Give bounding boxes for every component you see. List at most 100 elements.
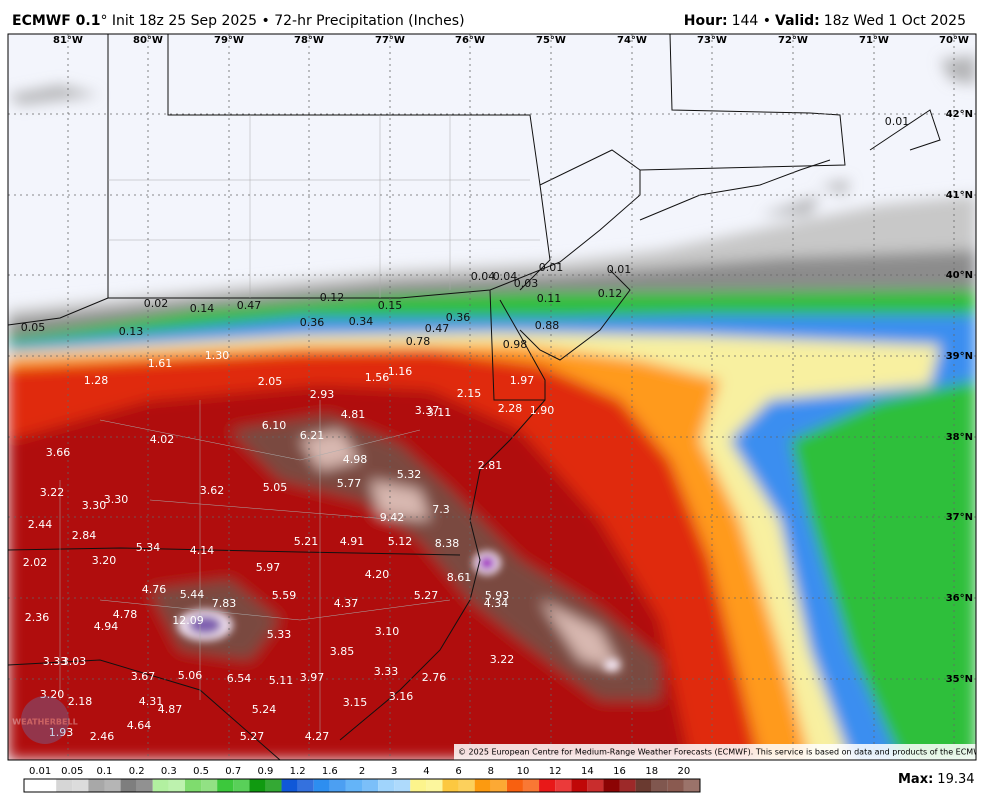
colorbar-label: 4 [423, 766, 429, 777]
map-frame [7, 33, 977, 761]
precip-label: 0.01 [607, 263, 632, 276]
colorbar-swatch [104, 779, 121, 792]
precip-label: 2.93 [310, 388, 335, 401]
precip-label: 4.64 [127, 719, 152, 732]
colorbar-swatch [587, 779, 604, 792]
max-label: Max: [898, 772, 933, 787]
colorbar-swatch [217, 779, 234, 792]
precip-label: 5.21 [294, 535, 319, 548]
precip-label: 4.87 [158, 703, 183, 716]
precip-label: 0.88 [535, 319, 560, 332]
colorbar-swatch [201, 779, 218, 792]
lon-label: 78°W [294, 35, 324, 46]
colorbar-label: 0.5 [193, 766, 209, 777]
precip-label: 0.01 [885, 115, 910, 128]
precip-label: 2.44 [28, 518, 53, 531]
valid-time: Hour: 144 • Valid: 18z Wed 1 Oct 2025 [684, 13, 966, 29]
precip-label: 5.32 [397, 468, 422, 481]
precip-label: 3.66 [46, 446, 71, 459]
lat-label: 40°N [946, 270, 973, 281]
valid-value: 18z Wed 1 Oct 2025 [824, 13, 966, 29]
precip-label: 4.81 [341, 408, 366, 421]
precip-label: 8.38 [435, 537, 460, 550]
colorbar-label: 10 [517, 766, 530, 777]
precip-label: 0.04 [493, 270, 518, 283]
colorbar-swatch [136, 779, 153, 792]
precip-label: 3.15 [343, 696, 368, 709]
precip-label: 3.20 [92, 554, 117, 567]
colorbar-label: 0.3 [161, 766, 177, 777]
lon-label: 77°W [375, 35, 405, 46]
colorbar-swatch [683, 779, 700, 792]
precip-label: 5.11 [269, 674, 294, 687]
precip-label: 2.46 [90, 730, 115, 743]
colorbar-swatch [345, 779, 362, 792]
colorbar-label: 0.01 [29, 766, 51, 777]
precip-label: 3.10 [375, 625, 400, 638]
lon-label: 81°W [53, 35, 83, 46]
precip-label: 5.27 [414, 589, 439, 602]
colorbar-swatch [619, 779, 636, 792]
lon-label: 75°W [536, 35, 566, 46]
precip-label: 0.47 [425, 322, 450, 335]
colorbar-swatch [88, 779, 105, 792]
precip-label: 9.42 [380, 511, 405, 524]
precip-label: 4.91 [340, 535, 365, 548]
precip-label: 0.12 [598, 287, 623, 300]
colorbar-swatch [40, 779, 57, 792]
precip-label: 1.16 [388, 365, 413, 378]
precip-label: 0.98 [503, 338, 528, 351]
precip-label: 1.61 [148, 357, 173, 370]
lon-label: 76°W [455, 35, 485, 46]
precip-label: 1.93 [49, 726, 74, 739]
precip-label: 7.83 [212, 597, 237, 610]
precip-label: 0.02 [144, 297, 169, 310]
lon-label: 80°W [133, 35, 163, 46]
precip-label: 4.14 [190, 544, 215, 557]
precip-label: 3.20 [40, 688, 65, 701]
colorbar-swatch [474, 779, 491, 792]
colorbar-label: 16 [613, 766, 626, 777]
colorbar-label: 8 [488, 766, 494, 777]
colorbar-label: 0.2 [129, 766, 145, 777]
precip-label: 3.11 [427, 406, 452, 419]
precip-label: 3.97 [300, 671, 325, 684]
precip-label: 4.94 [94, 620, 119, 633]
lat-label: 38°N [946, 432, 973, 443]
precip-label: 5.05 [263, 481, 288, 494]
precip-label: 0.14 [190, 302, 215, 315]
colorbar-swatch [24, 779, 41, 792]
colorbar-swatch [635, 779, 652, 792]
colorbar-swatch [571, 779, 588, 792]
precip-label: 5.27 [240, 730, 265, 743]
colorbar-label: 2 [359, 766, 365, 777]
colorbar-swatch [378, 779, 395, 792]
precip-label: 4.34 [484, 597, 509, 610]
colorbar-frame [23, 778, 701, 793]
precip-label: 1.30 [205, 349, 230, 362]
precip-label: 12.09 [172, 614, 204, 627]
max: Max: 19.34 [898, 772, 975, 787]
precip-label: 2.02 [23, 556, 48, 569]
colorbar-label: 6 [455, 766, 461, 777]
precip-label: 2.84 [72, 529, 97, 542]
logo-text: WEATHERBELL [12, 718, 77, 727]
precip-label: 3.22 [40, 486, 65, 499]
precip-label: 8.61 [447, 571, 472, 584]
precip-label: 1.28 [84, 374, 109, 387]
colorbar-swatch [265, 779, 282, 792]
colorbar-swatch [490, 779, 507, 792]
precip-label: 0.04 [471, 270, 496, 283]
colorbar-swatch [442, 779, 459, 792]
precip-label: 0.11 [537, 292, 562, 305]
colorbar-label: 1.6 [322, 766, 338, 777]
colorbar-swatch [506, 779, 523, 792]
precip-label: 5.33 [267, 628, 292, 641]
colorbar-label: 0.1 [97, 766, 113, 777]
precip-label: 5.06 [178, 669, 203, 682]
logo: WEATHERBELL [12, 696, 78, 744]
hour-value: 144 • [732, 13, 771, 29]
precip-label: 2.18 [68, 695, 93, 708]
precip-label: 4.02 [150, 433, 175, 446]
